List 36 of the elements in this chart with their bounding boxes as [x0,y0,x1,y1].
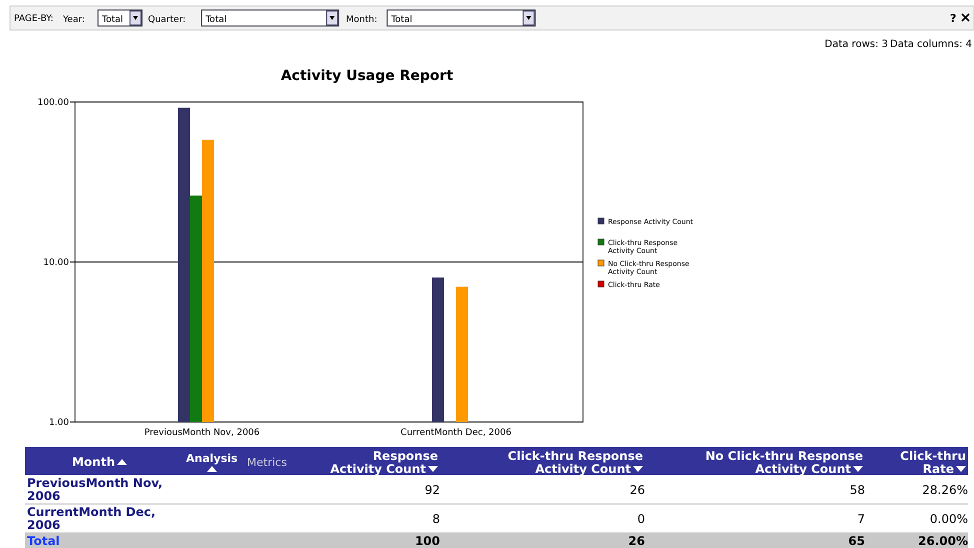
text: 8 [432,512,440,526]
y-tick-label: 1.00 [48,418,70,428]
text: 0.00% [930,512,968,526]
text: Total [390,15,412,25]
y-tick-label: 100.00 [38,98,70,108]
text: No Click-thru Response Activity Count [705,449,863,476]
text: Data rows: 3 [824,39,888,50]
text: Year: [62,15,85,25]
text: Response Activity Count [330,449,438,476]
text: 28.26% [922,483,968,497]
text: 26 [628,534,645,548]
text: 65 [848,534,865,548]
text: 0 [637,512,645,526]
category-label: CurrentMonth Dec, 2006 [27,505,156,532]
text: Total [27,534,60,548]
text: Analysis [186,452,238,465]
chart-title: Activity Usage Report [280,68,454,84]
text: ? [950,12,956,25]
text: 26.00% [918,534,968,548]
text: Total [204,15,227,25]
text: Data columns: 4 [890,39,972,50]
text: Month: [346,15,378,25]
text: Click-thru Rate [900,449,966,476]
category-label: PreviousMonth Nov, 2006 [27,476,163,503]
text: 92 [424,483,440,497]
text: 100 [414,534,440,548]
text: 26 [630,483,645,497]
y-tick-label: 10.00 [43,258,70,268]
x-axis-title: Month [72,455,115,469]
text: Metrics [247,456,288,469]
text: Total [101,15,124,25]
text: PAGE-BY: [14,14,54,24]
text: Quarter: [148,15,186,25]
text: Click-thru Response Activity Count [508,449,643,476]
text: 58 [850,483,865,497]
text: 7 [857,512,865,526]
